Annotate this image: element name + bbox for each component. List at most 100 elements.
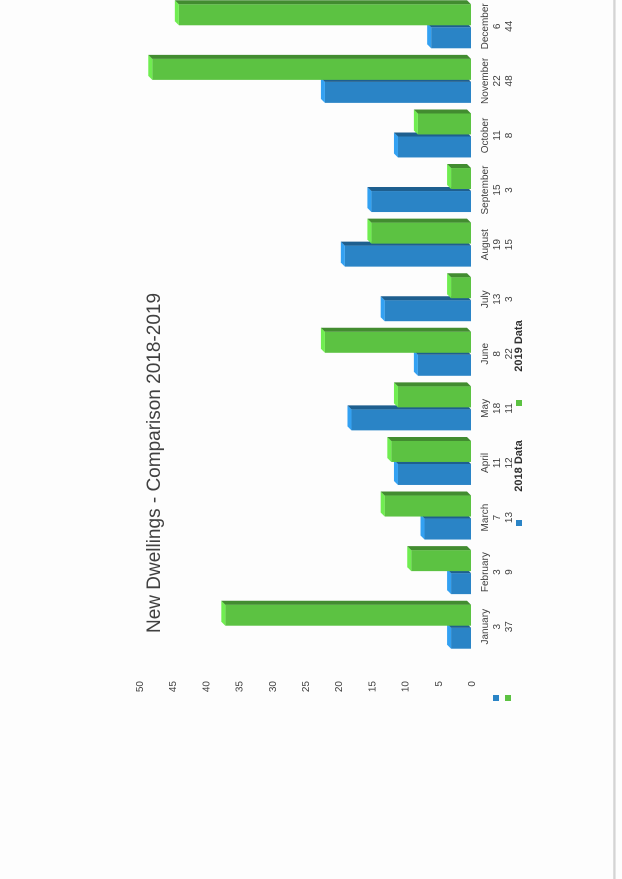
data-label: 13 [492,293,503,305]
series-color-key [505,695,511,701]
bar [320,327,472,353]
bar [380,491,471,517]
series-color-key [493,695,499,701]
data-label: 11 [492,457,503,468]
bar-top [320,327,325,353]
data-label: 3 [492,623,503,629]
bar-front [451,573,471,595]
bar [148,54,471,80]
x-tick-label: March [480,504,491,532]
bar-front [384,300,471,322]
bar-front [451,277,471,299]
bar-side [148,54,471,59]
y-axis: 0 5 10 15 20 25 30 35 40 45 50 [135,681,478,693]
legend-label: 2018 Data [513,439,525,491]
bar-top [407,546,412,572]
bar [393,459,471,485]
bar-top [413,350,418,376]
data-label: 15 [504,239,515,251]
bar-front [344,245,471,267]
bar-top [320,77,325,103]
bar [413,350,472,376]
legend: 2018 Data 2019 Data [513,319,525,526]
bar-front [324,81,472,103]
bar-side [380,491,471,496]
x-tick-label: April [480,453,491,473]
chart-title: New Dwellings - Comparison 2018-2019 [144,293,165,633]
bar-side [447,164,471,169]
bar [367,218,471,244]
bar-top [367,218,372,244]
legend-swatch [516,520,522,526]
data-label: 48 [504,75,515,87]
bar-top [447,569,452,595]
data-label: 19 [492,239,503,251]
bar-top [447,164,452,190]
bar-front [397,386,471,408]
x-tick-label: August [480,229,491,260]
bar-side [407,546,471,551]
bar-top [420,514,425,540]
bar-front [225,604,471,626]
y-tick-label: 25 [301,681,312,693]
data-label: 13 [504,512,515,524]
data-label: 11 [504,403,515,414]
bar [387,436,472,462]
x-tick-label: May [480,399,491,418]
y-tick-label: 50 [135,681,146,693]
data-label: 8 [492,351,503,357]
bars [148,0,472,649]
bar-front [324,331,472,353]
bar-top [380,491,385,517]
bar-front [424,518,471,540]
data-label: 18 [492,402,503,414]
bar-front [384,495,471,517]
bar-top [413,109,418,135]
bar-top [174,0,179,26]
bar-front [371,191,471,213]
bar-top [427,23,432,49]
bar-side [367,187,471,192]
y-tick-label: 5 [434,681,445,687]
bar-top [148,54,153,80]
bar-top [367,187,372,213]
y-tick-label: 15 [367,681,378,693]
bar [320,77,472,103]
data-label: 22 [492,75,503,87]
bar-side [221,600,471,605]
data-label: 22 [504,348,515,360]
bar-side [380,296,471,301]
bar [420,514,471,540]
bar-top [393,132,398,158]
bar-front [391,440,472,462]
x-tick-label: December [480,3,491,50]
legend-label: 2019 Data [513,319,525,371]
bar-top [447,273,452,299]
bar-top [387,436,392,462]
x-tick-label: January [480,609,491,645]
y-tick-label: 20 [334,681,345,693]
data-label: 12 [504,457,515,469]
bar-front [417,113,472,135]
bar-side [447,273,471,278]
data-label: 15 [492,184,503,196]
bar [447,569,471,595]
data-label: 44 [504,20,515,32]
data-label: 11 [492,130,503,141]
bar-front [371,222,471,244]
data-label: 3 [492,569,503,575]
bar [174,0,471,26]
bar-front [451,627,471,649]
data-label: 3 [504,296,515,302]
bar [340,241,471,267]
bar-top [447,623,452,649]
data-label: 37 [504,621,515,633]
bar-side [367,218,471,223]
bar [393,132,471,158]
bar-front [351,409,472,431]
data-label: 6 [492,23,503,29]
bar-side [393,382,471,387]
